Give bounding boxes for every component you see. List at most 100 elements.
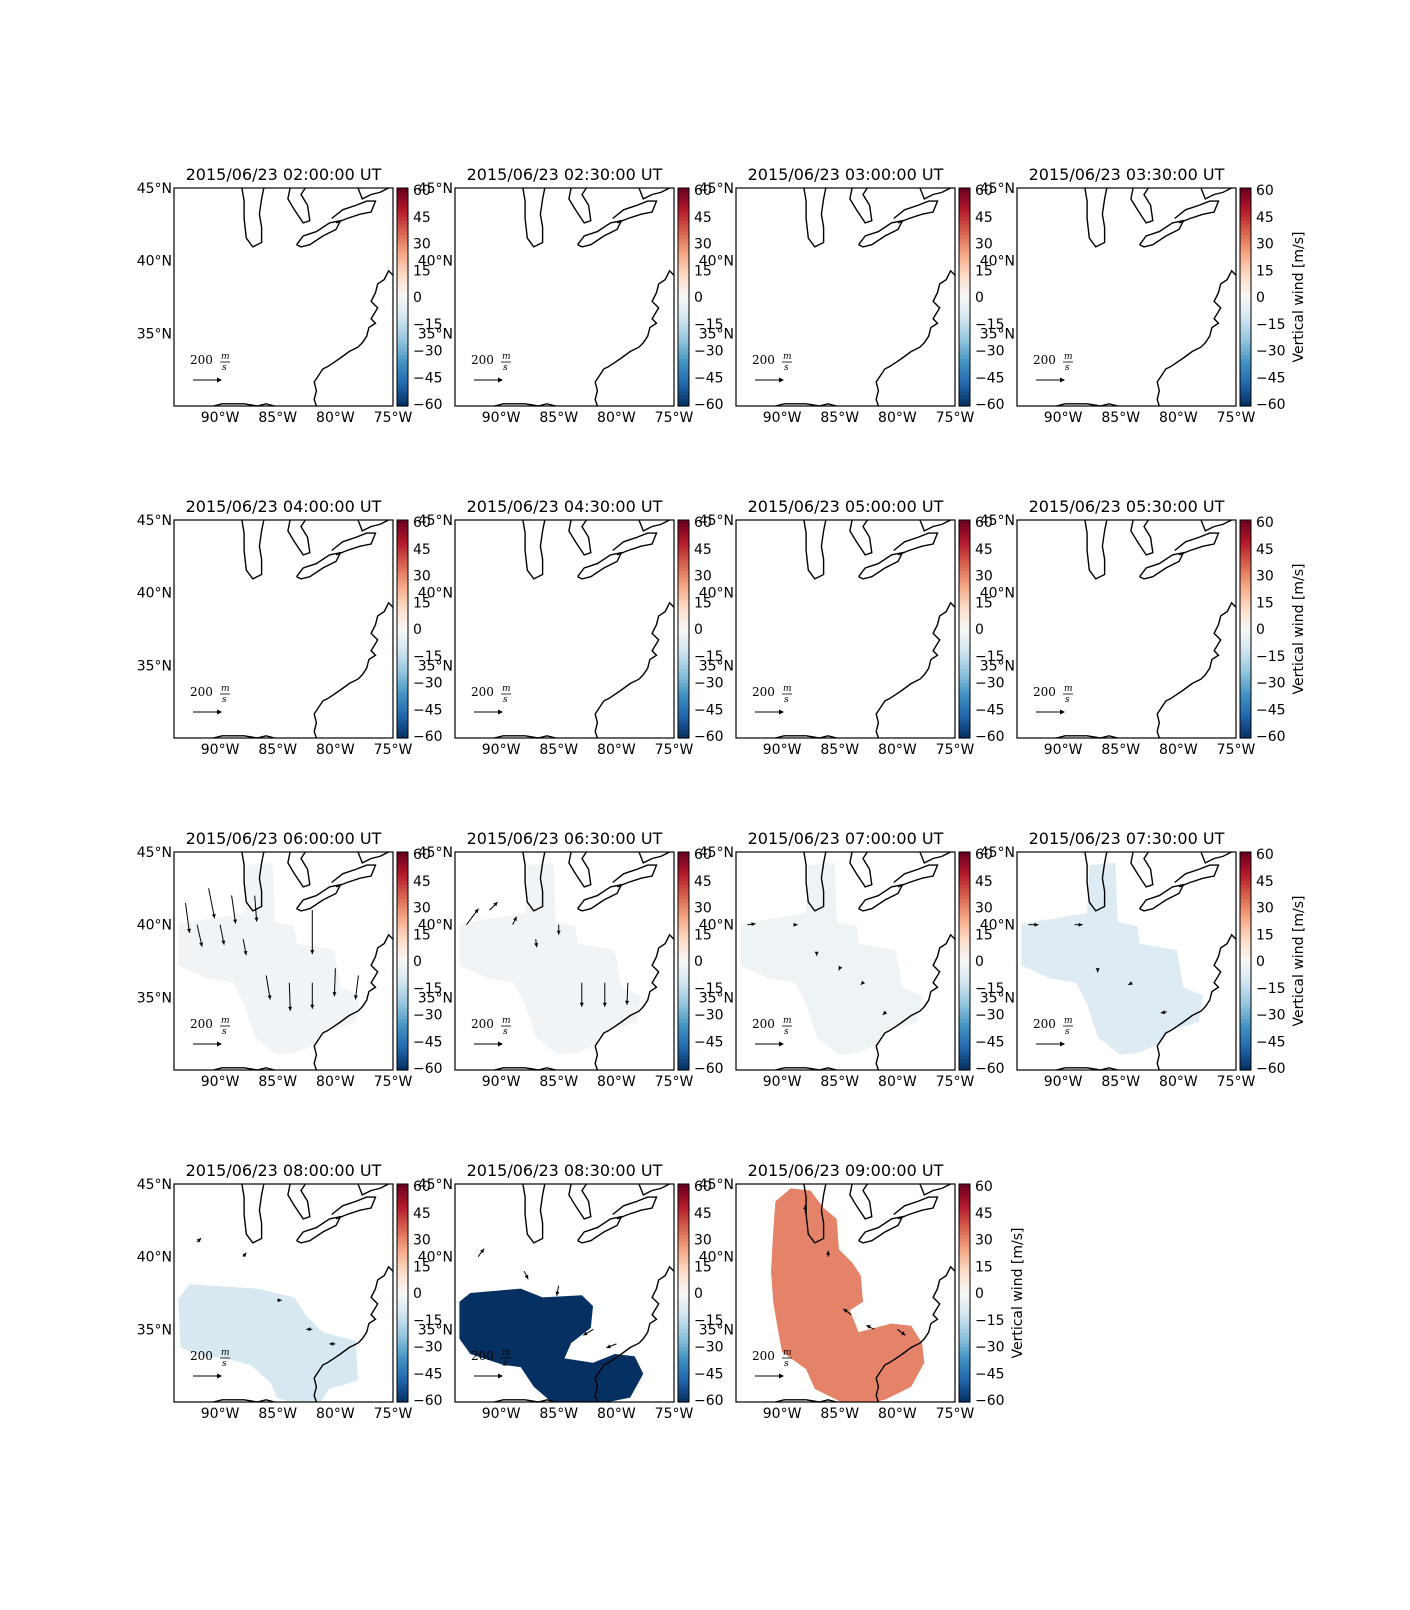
colorbar-segment: [1240, 563, 1251, 568]
colorbar-segment: [959, 899, 970, 904]
colorbar-segment: [397, 1362, 408, 1367]
colorbar-segment: [1240, 589, 1251, 594]
colorbar-tick-label: −60: [1256, 397, 1286, 413]
coastline: [1139, 883, 1185, 912]
colorbar-segment: [397, 1289, 408, 1294]
colorbar-segment: [397, 574, 408, 579]
colorbar-segment: [1240, 1011, 1251, 1017]
quiver-key-unit-den: s: [784, 363, 789, 373]
colorbar-segment: [1240, 873, 1251, 879]
colorbar-segment: [1240, 643, 1251, 648]
wind-vector-head: [277, 1298, 282, 1303]
colorbar-frame: [1239, 519, 1252, 739]
colorbar-segment: [959, 1351, 970, 1356]
colorbar-segment: [678, 191, 689, 196]
colorbar-segment: [678, 1325, 689, 1330]
lon-tick-label: 75°W: [655, 1406, 694, 1422]
colorbar-segment: [1240, 957, 1251, 962]
colorbar-segment: [397, 1059, 408, 1064]
colorbar-frame: [677, 519, 690, 739]
lat-tick-label: 40°N: [699, 918, 734, 934]
colorbar-segment: [397, 1015, 408, 1020]
colorbar: 60 45 30 15 0 −15 −30 −45 −60: [396, 847, 443, 1077]
colorbar-segment: [678, 1227, 689, 1232]
colorbar-segment: [678, 1347, 689, 1352]
colorbar-segment: [959, 1332, 970, 1338]
colorbar-segment: [959, 198, 970, 204]
colorbar-segment: [678, 578, 689, 583]
coastline: [875, 933, 956, 1071]
quiver-key-unit-num: m: [502, 1348, 511, 1358]
colorbar-segment: [1240, 975, 1251, 980]
colorbar-segment: [678, 873, 689, 879]
colorbar-segment: [397, 355, 408, 360]
colorbar-frame: [958, 1183, 971, 1403]
colorbar-segment: [397, 231, 408, 236]
colorbar-segment: [678, 530, 689, 536]
colorbar-segment: [959, 1391, 970, 1396]
colorbar-segment: [1240, 538, 1251, 543]
colorbar-segment: [397, 1398, 408, 1403]
coastline: [919, 187, 951, 200]
colorbar-segment: [678, 712, 689, 717]
colorbar-segment: [397, 698, 408, 703]
colorbar-segment: [678, 347, 689, 353]
colorbar-segment: [1240, 282, 1251, 287]
colorbar-segment: [959, 592, 970, 597]
colorbar-tick-label: 0: [413, 622, 422, 638]
colorbar-segment: [1240, 578, 1251, 583]
lat-tick-label: 40°N: [699, 254, 734, 270]
colorbar-segment: [678, 249, 689, 254]
colorbar-segment: [397, 278, 408, 284]
colorbar-segment: [397, 1044, 408, 1049]
quiver-key-unit-num: m: [502, 1016, 511, 1026]
map-panel: 2015/06/23 03:30:00 UT 200 ms 45°N 40°N 35°N 9…: [980, 165, 1307, 426]
colorbar-segment: [397, 859, 408, 864]
colorbar-segment: [678, 968, 689, 973]
colorbar-tick-label: 30: [975, 569, 993, 585]
colorbar-segment: [959, 1223, 970, 1229]
colorbar-segment: [397, 387, 408, 393]
colorbar-segment: [678, 1051, 689, 1057]
panel-title: 2015/06/23 04:30:00 UT: [467, 497, 663, 516]
colorbar-segment: [959, 1293, 970, 1298]
colorbar-segment: [1240, 286, 1251, 291]
colorbar-segment: [1240, 246, 1251, 251]
lon-tick-label: 90°W: [201, 742, 240, 758]
colorbar-segment: [959, 1209, 970, 1214]
colorbar-tick-label: −15: [694, 981, 724, 997]
colorbar-tick-label: 0: [694, 622, 703, 638]
colorbar-segment: [1240, 336, 1251, 342]
map-panel: 2015/06/23 06:00:00 UT 200 ms 45°N 40°N 35°N 9…: [137, 829, 443, 1090]
quiver-key-arrow-head: [779, 1373, 784, 1379]
colorbar-segment: [1240, 188, 1251, 193]
coastline: [875, 601, 956, 739]
colorbar-segment: [397, 366, 408, 371]
colorbar-tick-label: 0: [694, 1286, 703, 1302]
colorbar-segment: [959, 625, 970, 630]
colorbar-segment: [678, 1398, 689, 1403]
colorbar-segment: [1240, 567, 1251, 572]
colorbar-segment: [1240, 993, 1251, 998]
colorbar-tick-label: 45: [1256, 874, 1274, 890]
colorbar-segment: [397, 1213, 408, 1218]
coastline: [522, 851, 546, 912]
colorbar-segment: [397, 891, 408, 897]
lat-tick-label: 35°N: [699, 658, 734, 674]
quiver-key-number: 200: [471, 353, 494, 367]
colorbar-segment: [1240, 658, 1251, 663]
colorbar-segment: [397, 946, 408, 951]
colorbar-segment: [1240, 953, 1251, 958]
colorbar-segment: [678, 271, 689, 276]
colorbar-segment: [678, 1008, 689, 1013]
colorbar-tick-label: −60: [1256, 1061, 1286, 1077]
colorbar-segment: [397, 643, 408, 648]
coastline: [893, 864, 939, 888]
colorbar-tick-label: 15: [975, 1259, 993, 1275]
colorbar-frame: [958, 851, 971, 1071]
colorbar-tick-label: 15: [413, 927, 431, 943]
colorbar-segment: [678, 1311, 689, 1316]
colorbar-segment: [1240, 650, 1251, 656]
coastline: [331, 1196, 377, 1220]
quiver-key-arrow-head: [498, 1041, 503, 1047]
